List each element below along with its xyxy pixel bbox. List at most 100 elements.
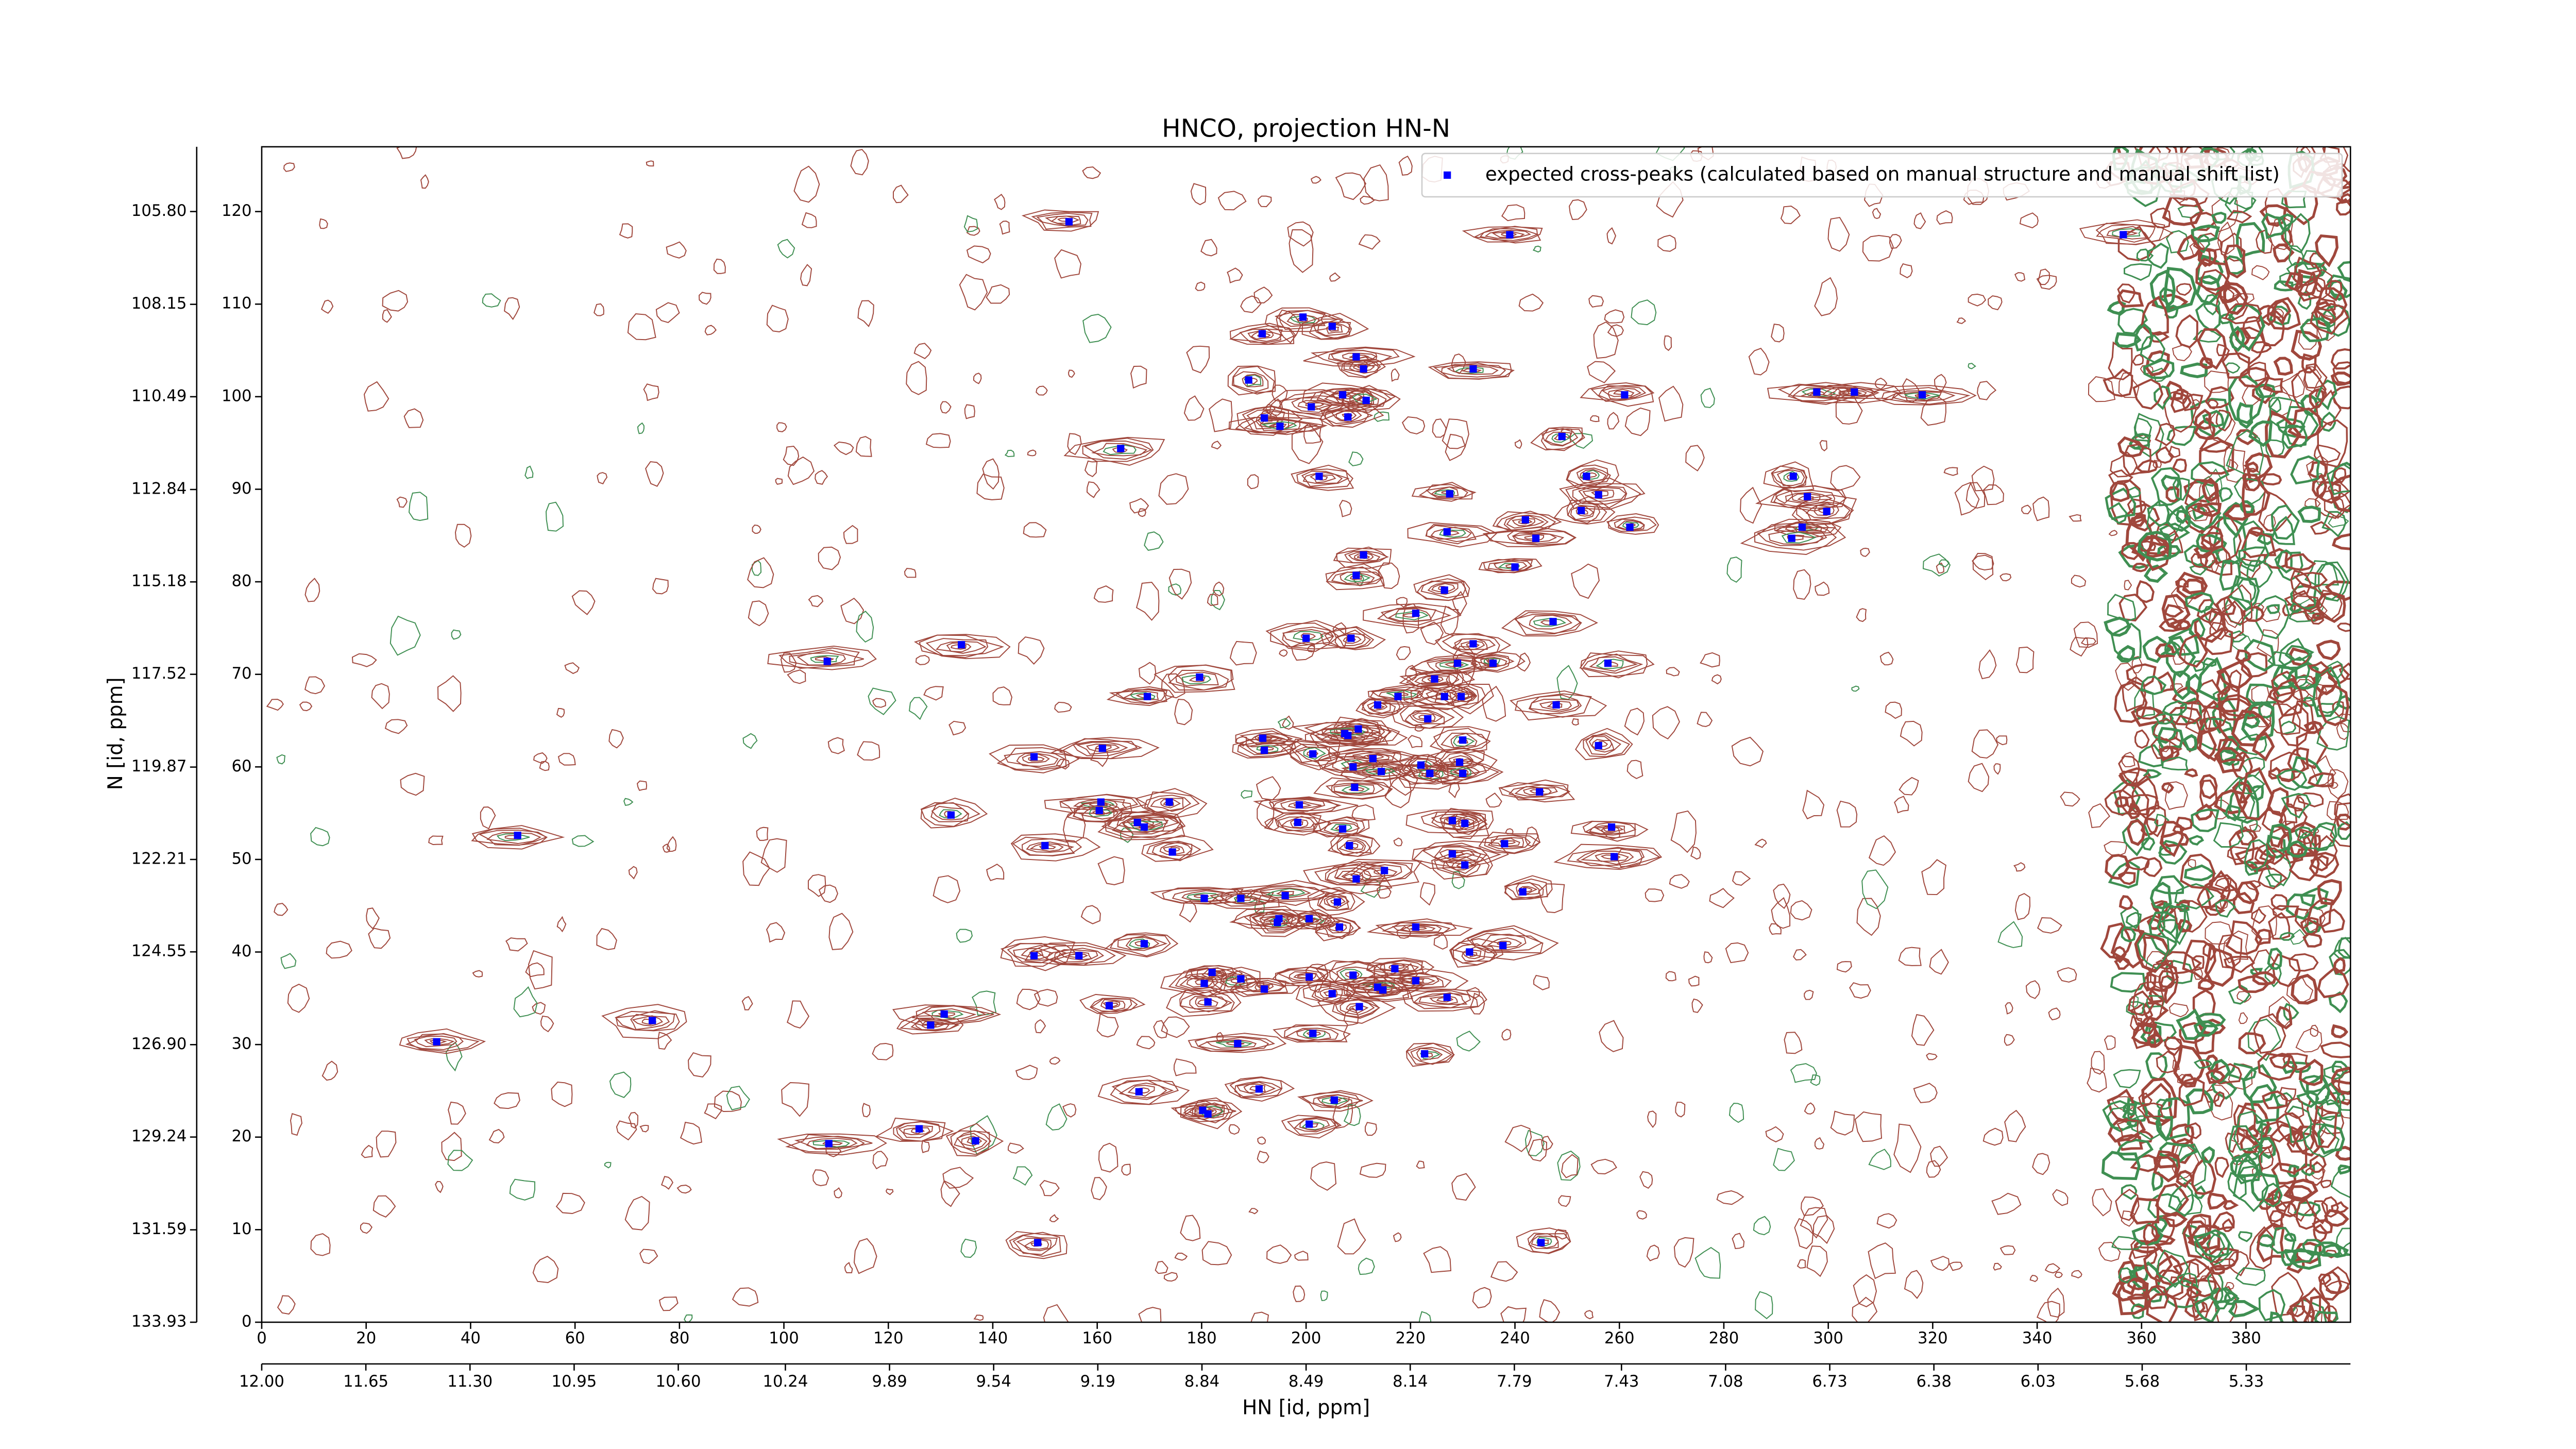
contour bbox=[1331, 409, 1362, 423]
contour bbox=[396, 496, 408, 508]
contour bbox=[1885, 701, 1902, 719]
contour bbox=[862, 1103, 871, 1118]
cross-peak bbox=[1295, 801, 1303, 809]
contour bbox=[920, 802, 981, 827]
contour bbox=[1298, 914, 1331, 925]
contour bbox=[2118, 755, 2140, 784]
contour bbox=[2297, 506, 2321, 524]
contour bbox=[1567, 848, 1661, 869]
contour bbox=[2106, 226, 2149, 240]
contour bbox=[2265, 873, 2282, 888]
contour bbox=[1163, 1272, 1178, 1282]
contour bbox=[2233, 1104, 2256, 1132]
contour bbox=[2121, 751, 2136, 767]
contour bbox=[646, 160, 654, 167]
contour bbox=[666, 241, 687, 259]
contour bbox=[1324, 921, 1354, 934]
contour bbox=[2219, 560, 2241, 591]
contour bbox=[872, 1151, 888, 1170]
contour bbox=[1450, 733, 1478, 749]
contour bbox=[1669, 874, 1690, 889]
contour bbox=[1110, 1080, 1179, 1105]
contour bbox=[1458, 818, 1475, 831]
contour bbox=[1251, 912, 1311, 934]
cross-peak bbox=[1338, 825, 1347, 833]
contour bbox=[2208, 399, 2219, 410]
contour bbox=[1407, 735, 1422, 748]
cross-peak bbox=[1338, 391, 1347, 399]
contour bbox=[945, 1130, 990, 1155]
contour bbox=[1122, 818, 1169, 835]
contour bbox=[1872, 208, 1882, 220]
contour bbox=[1352, 764, 1413, 777]
cross-peak bbox=[1208, 968, 1216, 976]
contour bbox=[2239, 500, 2255, 514]
contour bbox=[2283, 1003, 2299, 1021]
contour bbox=[1445, 860, 1477, 874]
contour bbox=[1740, 486, 1762, 524]
contour bbox=[1732, 871, 1751, 886]
contour bbox=[2295, 1027, 2323, 1053]
contour bbox=[1086, 744, 1120, 752]
x-tick-label: 240 bbox=[1500, 1329, 1530, 1347]
contour bbox=[1899, 777, 1919, 796]
contour bbox=[429, 1039, 448, 1044]
contour bbox=[853, 1238, 877, 1274]
y2-tick-label: 124.55 bbox=[131, 942, 187, 961]
contour bbox=[2290, 1249, 2321, 1270]
contour bbox=[1584, 1310, 1594, 1320]
contour bbox=[2173, 900, 2208, 933]
contour bbox=[1358, 234, 1381, 250]
contour bbox=[1219, 892, 1277, 905]
contour bbox=[1045, 1103, 1067, 1131]
contour bbox=[1920, 395, 1946, 426]
contour bbox=[2199, 551, 2218, 569]
contour bbox=[1514, 786, 1558, 797]
contour bbox=[310, 1233, 331, 1256]
cross-peak bbox=[1443, 993, 1451, 1001]
contour bbox=[950, 1123, 1004, 1157]
contour bbox=[1098, 1142, 1118, 1173]
contour bbox=[1416, 1048, 1443, 1061]
contour bbox=[1081, 806, 1115, 820]
contour bbox=[2224, 1282, 2234, 1290]
contour bbox=[2156, 901, 2187, 944]
contour bbox=[956, 1133, 988, 1150]
contour bbox=[1442, 765, 1481, 779]
contour bbox=[2184, 1122, 2201, 1139]
contour bbox=[2154, 1269, 2183, 1298]
contour bbox=[2199, 779, 2218, 807]
contour bbox=[1016, 1237, 1052, 1252]
contour bbox=[1266, 1244, 1292, 1264]
contour bbox=[2165, 380, 2184, 400]
contour bbox=[414, 1035, 457, 1048]
contour bbox=[1539, 700, 1572, 711]
contour bbox=[1442, 856, 1481, 877]
cross-peak bbox=[1117, 445, 1125, 452]
contour bbox=[1868, 1149, 1891, 1170]
contour bbox=[961, 1135, 982, 1147]
contour bbox=[1585, 734, 1621, 755]
contour bbox=[2274, 280, 2294, 292]
contour bbox=[2071, 1270, 2082, 1278]
cross-peak bbox=[1255, 1085, 1263, 1093]
contour bbox=[1470, 933, 1543, 952]
contour bbox=[1247, 474, 1259, 490]
contour bbox=[2320, 1041, 2351, 1058]
contour bbox=[1089, 808, 1113, 817]
contour bbox=[2205, 1069, 2226, 1084]
contour bbox=[942, 1167, 974, 1189]
contour bbox=[1235, 728, 1303, 748]
contour bbox=[2251, 949, 2275, 974]
contour bbox=[2331, 1201, 2349, 1215]
contour bbox=[2185, 1088, 2214, 1115]
contour bbox=[2317, 1123, 2345, 1155]
contour bbox=[1819, 440, 1827, 451]
contour bbox=[2329, 949, 2351, 976]
contour bbox=[1277, 816, 1319, 832]
contour bbox=[1440, 605, 1459, 636]
contour bbox=[1240, 295, 1262, 313]
contour bbox=[1336, 356, 1386, 378]
cross-peak bbox=[1369, 754, 1377, 763]
contour bbox=[780, 652, 797, 673]
